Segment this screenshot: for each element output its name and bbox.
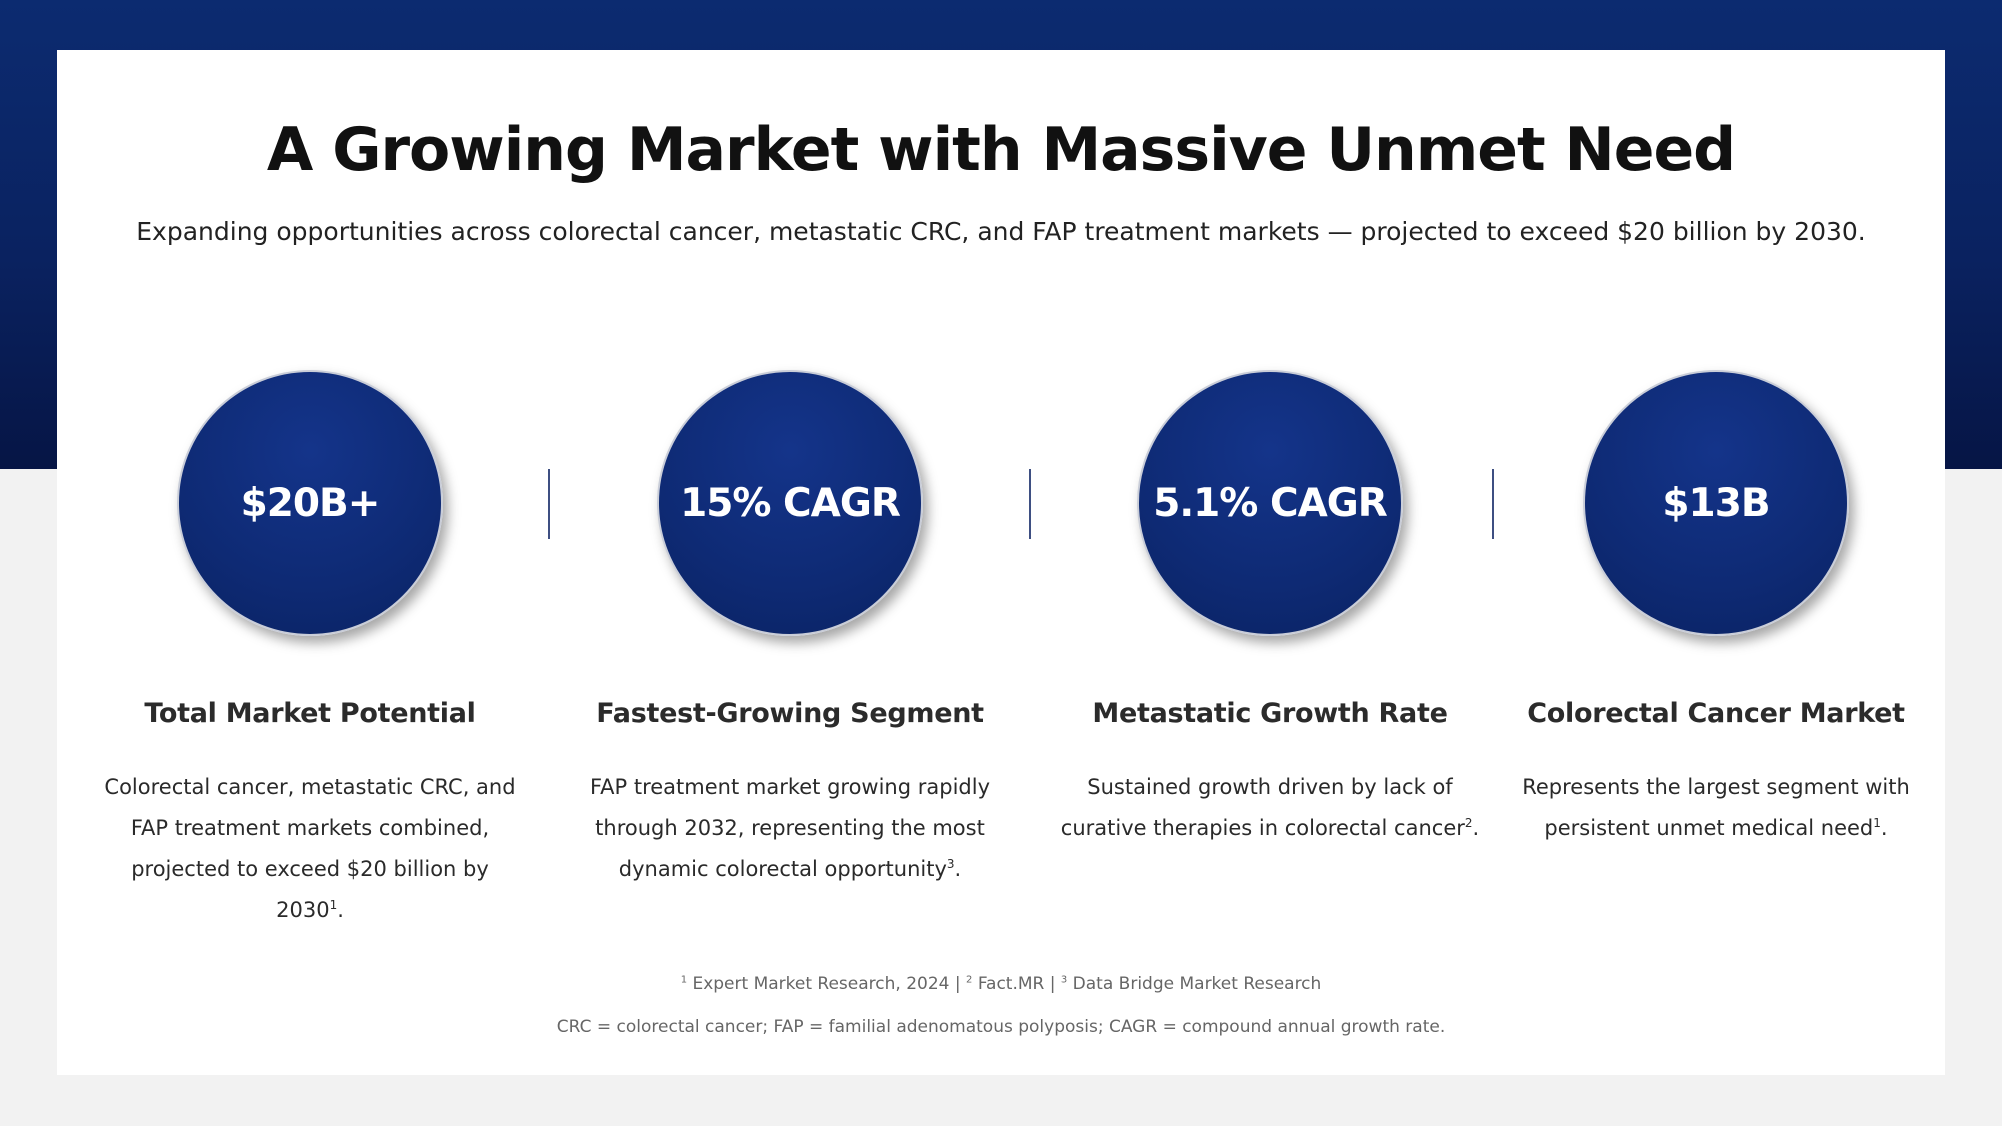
stat-metastatic-growth-rate: 5.1% CAGR Metastatic Growth Rate Sustain…	[1050, 370, 1490, 849]
citation-text: Fact.MR	[977, 974, 1045, 994]
citation-text: Data Bridge Market Research	[1072, 974, 1322, 994]
stat-heading: Metastatic Growth Rate	[1092, 698, 1448, 729]
stat-value: $13B	[1662, 480, 1770, 526]
stat-description: Colorectal cancer, metastatic CRC, and F…	[100, 767, 520, 931]
footnote-ref: 1	[329, 898, 338, 912]
footnote-ref: 1	[1873, 816, 1881, 830]
stat-description-text: Colorectal cancer, metastatic CRC, and F…	[104, 775, 516, 922]
footnote-ref: 3	[946, 857, 955, 871]
source-citations: 1 Expert Market Research, 2024 | 2 Fact.…	[0, 974, 2002, 994]
page-subtitle: Expanding opportunities across colorecta…	[136, 217, 1866, 246]
stat-circle: $20B+	[177, 370, 443, 636]
stat-total-market-potential: $20B+ Total Market Potential Colorectal …	[90, 370, 530, 931]
stat-divider	[548, 469, 550, 539]
stat-description: Represents the largest segment with pers…	[1506, 767, 1926, 849]
stat-circle: 15% CAGR	[657, 370, 923, 636]
citation-separator: |	[1044, 974, 1061, 994]
stat-value: 5.1% CAGR	[1153, 480, 1388, 526]
stat-divider	[1029, 469, 1031, 539]
stat-divider	[1492, 469, 1494, 539]
page-title: A Growing Market with Massive Unmet Need	[266, 115, 1736, 185]
citation-ref: 2	[966, 974, 973, 986]
stat-description-text: Sustained growth driven by lack of curat…	[1060, 775, 1465, 840]
footnote-ref: 2	[1464, 816, 1473, 830]
stat-circle: $13B	[1583, 370, 1849, 636]
stat-heading: Total Market Potential	[144, 698, 476, 729]
stat-value: $20B+	[240, 480, 381, 526]
stat-description-trail: .	[337, 898, 344, 922]
stat-description-trail: .	[954, 857, 962, 881]
citation-text: Expert Market Research, 2024	[692, 974, 950, 994]
stat-value: 15% CAGR	[680, 480, 901, 526]
stat-colorectal-cancer-market: $13B Colorectal Cancer Market Represents…	[1496, 370, 1936, 849]
stat-description: Sustained growth driven by lack of curat…	[1060, 767, 1480, 849]
stat-circle: 5.1% CAGR	[1137, 370, 1403, 636]
stat-description: FAP treatment market growing rapidly thr…	[580, 767, 1000, 890]
citation-separator: |	[949, 974, 967, 994]
stat-heading: Colorectal Cancer Market	[1527, 698, 1905, 729]
stat-description-trail: .	[1472, 816, 1480, 840]
stat-heading: Fastest-Growing Segment	[596, 698, 984, 729]
citation-ref: 3	[1060, 974, 1068, 986]
abbreviations-note: CRC = colorectal cancer; FAP = familial …	[556, 1017, 1446, 1037]
stat-description-text: Represents the largest segment with pers…	[1522, 775, 1910, 840]
stat-description-trail: .	[1880, 816, 1888, 840]
citation-ref: 1	[680, 974, 688, 986]
stat-fastest-growing-segment: 15% CAGR Fastest-Growing Segment FAP tre…	[570, 370, 1010, 890]
stat-description-text: FAP treatment market growing rapidly thr…	[589, 775, 990, 881]
